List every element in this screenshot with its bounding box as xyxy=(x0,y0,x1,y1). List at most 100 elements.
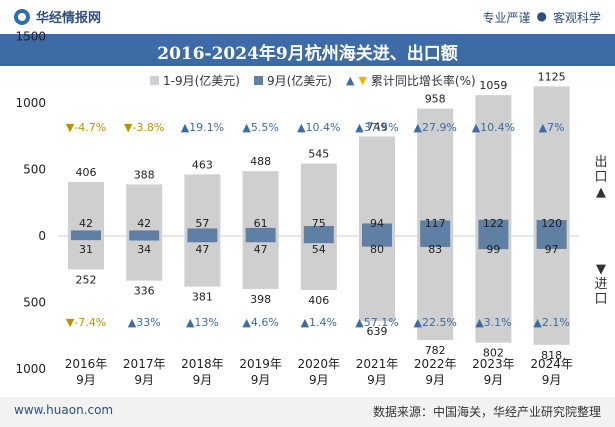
export-growth-label: ▲10.4% xyxy=(297,121,340,134)
import-month-label: 99 xyxy=(486,243,500,256)
import-month-label: 97 xyxy=(545,243,559,256)
category-label-year: 2022年 xyxy=(414,357,457,371)
export-month-bar xyxy=(478,219,509,236)
slogan-dot: ● xyxy=(536,9,547,23)
import-month-bar xyxy=(245,236,276,243)
import-growth-label: ▲3.1% xyxy=(475,316,511,329)
export-total-label: 1059 xyxy=(479,79,507,92)
export-growth-label: ▲37.5% xyxy=(355,121,398,134)
export-month-label: 42 xyxy=(79,217,93,230)
export-total-label: 488 xyxy=(250,155,271,168)
y-tick-label: 1000 xyxy=(15,362,46,376)
import-month-bar xyxy=(129,236,160,241)
export-month-bar xyxy=(303,226,334,236)
import-month-label: 47 xyxy=(254,243,268,256)
slogan: 专业严谨 ● 客观科学 xyxy=(482,9,601,26)
y-tick-label: 0 xyxy=(38,229,46,243)
legend-total-swatch xyxy=(150,76,159,85)
import-month-bar xyxy=(303,236,334,244)
import-total-label: 639 xyxy=(367,325,388,338)
brand[interactable]: 华经情报网 xyxy=(14,7,101,26)
import-month-label: 80 xyxy=(370,243,384,256)
import-side-label: ▼进口 xyxy=(594,262,608,307)
import-total-label: 782 xyxy=(425,344,446,357)
import-month-bar xyxy=(478,236,509,250)
import-month-bar xyxy=(420,236,451,248)
brand-name: 华经情报网 xyxy=(36,11,102,26)
category-label-year: 2018年 xyxy=(181,357,224,371)
category-label-month: 9月 xyxy=(193,373,213,387)
legend-total-label: 1-9月(亿美元) xyxy=(163,74,240,88)
import-growth-label: ▲33% xyxy=(128,316,161,329)
export-growth-label: ▲7% xyxy=(539,121,565,134)
export-total-bar xyxy=(359,136,395,236)
category-label-month: 9月 xyxy=(251,373,271,387)
import-growth-label: ▼-7.4% xyxy=(66,316,106,329)
slogan-left: 专业严谨 xyxy=(482,11,531,25)
import-month-label: 47 xyxy=(195,243,209,256)
export-total-label: 388 xyxy=(134,168,155,181)
legend-month: 9月(亿美元) xyxy=(253,72,332,89)
export-total-label: 749 xyxy=(367,120,388,133)
legend-month-label: 9月(亿美元) xyxy=(266,74,332,88)
export-total-bar xyxy=(475,95,512,236)
import-growth-label: ▲2.1% xyxy=(533,316,569,329)
export-month-label: 122 xyxy=(483,217,504,230)
y-tick-label: 1500 xyxy=(15,30,46,44)
import-total-bar xyxy=(359,236,395,321)
category-label-year: 2019年 xyxy=(239,357,282,371)
export-total-bar xyxy=(242,171,279,236)
category-label-year: 2020年 xyxy=(298,357,341,371)
import-total-label: 818 xyxy=(541,349,562,362)
export-month-label: 42 xyxy=(137,217,151,230)
category-label-year: 2017年 xyxy=(123,357,166,371)
import-growth-label: ▲57.1% xyxy=(355,316,398,329)
category-label-year: 2023年 xyxy=(472,357,515,371)
export-total-label: 958 xyxy=(425,93,446,106)
export-month-bar xyxy=(129,230,160,236)
category-label-month: 9月 xyxy=(425,373,445,387)
import-total-label: 406 xyxy=(308,294,329,307)
category-label-month: 9月 xyxy=(134,373,154,387)
legend-growth-label: 累计同比增长率(%) xyxy=(370,74,476,88)
legend-month-swatch xyxy=(253,76,263,85)
export-month-bar xyxy=(362,223,392,236)
export-total-bar xyxy=(126,184,163,236)
y-tick-label: 500 xyxy=(23,163,46,177)
export-total-label: 545 xyxy=(308,148,329,161)
legend-up-triangle-icon: ▲ xyxy=(345,74,355,87)
import-month-bar xyxy=(362,236,392,247)
legend-down-triangle-icon: ▼ xyxy=(358,74,367,87)
export-month-bar xyxy=(187,228,218,236)
export-month-label: 117 xyxy=(425,217,446,230)
import-month-bar xyxy=(187,236,218,243)
export-month-label: 61 xyxy=(254,217,268,230)
category-label-month: 9月 xyxy=(309,373,329,387)
import-month-label: 83 xyxy=(428,243,442,256)
import-growth-label: ▲22.5% xyxy=(413,316,456,329)
import-total-label: 252 xyxy=(76,274,97,287)
export-month-label: 75 xyxy=(312,217,326,230)
export-month-bar xyxy=(71,230,101,236)
chart-title: 2016-2024年9月杭州海关进、出口额 xyxy=(157,44,458,64)
import-total-label: 381 xyxy=(192,291,213,304)
chart-canvas: 2000150010005000500100015004062524231▼-4… xyxy=(15,30,580,387)
import-total-label: 336 xyxy=(134,285,155,298)
export-total-bar xyxy=(68,182,104,236)
export-growth-label: ▼-4.7% xyxy=(66,121,106,134)
export-month-label: 120 xyxy=(541,217,562,230)
title-bar: 2016-2024年9月杭州海关进、出口额 xyxy=(0,34,615,66)
category-label-month: 9月 xyxy=(542,373,562,387)
import-total-bar xyxy=(300,236,337,290)
legend-total: 1-9月(亿美元) xyxy=(150,72,240,89)
import-total-bar xyxy=(126,236,163,281)
export-growth-label: ▲27.9% xyxy=(413,121,456,134)
export-side-label: 出口▲ xyxy=(594,155,608,200)
export-growth-label: ▲19.1% xyxy=(181,121,224,134)
import-total-bar xyxy=(475,236,512,343)
export-month-bar xyxy=(536,220,567,236)
export-month-label: 57 xyxy=(195,217,209,230)
legend-growth: ▲ ▼ 累计同比增长率(%) xyxy=(346,72,476,89)
footer-website[interactable]: www.huaon.com xyxy=(14,403,114,417)
export-total-label: 406 xyxy=(76,166,97,179)
